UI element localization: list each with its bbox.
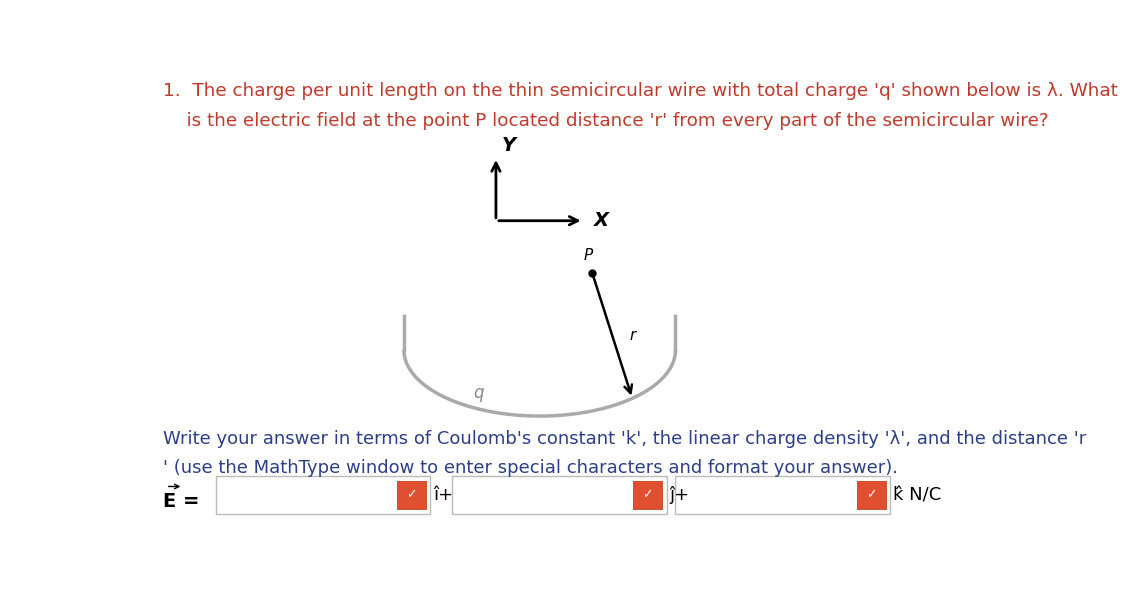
FancyBboxPatch shape: [857, 481, 886, 509]
Text: k̂ N/C: k̂ N/C: [893, 486, 941, 504]
Text: ✓: ✓: [643, 489, 653, 502]
Text: 1.  The charge per unit length on the thin semicircular wire with total charge ': 1. The charge per unit length on the thi…: [163, 82, 1118, 100]
Text: E =: E =: [163, 493, 200, 512]
Text: is the electric field at the point P located distance 'r' from every part of the: is the electric field at the point P loc…: [163, 112, 1049, 130]
Text: r: r: [629, 328, 636, 343]
FancyBboxPatch shape: [452, 477, 667, 514]
FancyBboxPatch shape: [397, 481, 426, 509]
Text: Y: Y: [502, 136, 516, 155]
Text: q: q: [473, 384, 484, 402]
FancyBboxPatch shape: [634, 481, 662, 509]
Text: î+: î+: [433, 486, 453, 504]
Text: ĵ+: ĵ+: [669, 486, 689, 504]
FancyBboxPatch shape: [676, 477, 890, 514]
Text: P: P: [583, 248, 592, 263]
FancyBboxPatch shape: [216, 477, 431, 514]
Text: X: X: [594, 211, 609, 230]
Text: Write your answer in terms of Coulomb's constant 'k', the linear charge density : Write your answer in terms of Coulomb's …: [163, 430, 1086, 448]
Text: ✓: ✓: [406, 489, 417, 502]
Text: ' (use the MathType window to enter special characters and format your answer).: ' (use the MathType window to enter spec…: [163, 459, 898, 477]
Text: ✓: ✓: [866, 489, 877, 502]
